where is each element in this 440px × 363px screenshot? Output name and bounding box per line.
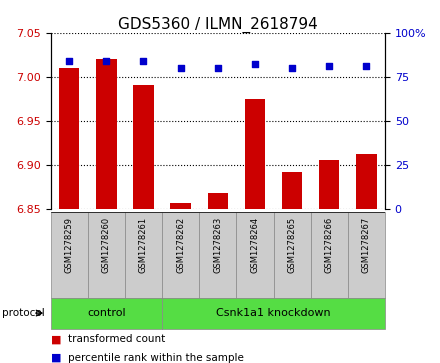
Bar — [162, 212, 199, 298]
Point — [289, 65, 296, 71]
Bar — [59, 68, 79, 209]
Point — [140, 58, 147, 64]
Bar — [311, 212, 348, 298]
Point — [363, 63, 370, 69]
Text: GSM1278265: GSM1278265 — [288, 217, 297, 273]
Text: GSM1278262: GSM1278262 — [176, 217, 185, 273]
Bar — [245, 99, 265, 209]
Bar — [274, 212, 311, 298]
Bar — [51, 212, 88, 298]
Bar — [88, 212, 125, 298]
Bar — [96, 59, 117, 209]
Text: GSM1278264: GSM1278264 — [250, 217, 260, 273]
Title: GDS5360 / ILMN_2618794: GDS5360 / ILMN_2618794 — [118, 16, 318, 33]
Bar — [356, 154, 377, 209]
Point — [251, 61, 258, 67]
Text: transformed count: transformed count — [68, 334, 165, 344]
Bar — [236, 212, 274, 298]
Bar — [199, 212, 236, 298]
Point — [177, 65, 184, 71]
Bar — [208, 193, 228, 209]
Text: control: control — [87, 308, 126, 318]
Bar — [170, 203, 191, 209]
Point — [214, 65, 221, 71]
Bar — [319, 160, 340, 209]
Text: GSM1278261: GSM1278261 — [139, 217, 148, 273]
Text: Csnk1a1 knockdown: Csnk1a1 knockdown — [216, 308, 331, 318]
Bar — [348, 212, 385, 298]
Text: GSM1278260: GSM1278260 — [102, 217, 111, 273]
Bar — [162, 298, 385, 329]
Text: GSM1278266: GSM1278266 — [325, 217, 334, 273]
Text: ■: ■ — [51, 334, 61, 344]
Bar — [125, 212, 162, 298]
Bar — [133, 85, 154, 209]
Bar — [51, 298, 162, 329]
Bar — [282, 172, 302, 209]
Text: ■: ■ — [51, 352, 61, 363]
Text: GSM1278259: GSM1278259 — [65, 217, 73, 273]
Text: GSM1278267: GSM1278267 — [362, 217, 371, 273]
Text: percentile rank within the sample: percentile rank within the sample — [68, 352, 244, 363]
Point — [326, 63, 333, 69]
Point — [66, 58, 73, 64]
Text: GSM1278263: GSM1278263 — [213, 217, 222, 273]
Point — [103, 58, 110, 64]
Text: protocol: protocol — [2, 308, 45, 318]
